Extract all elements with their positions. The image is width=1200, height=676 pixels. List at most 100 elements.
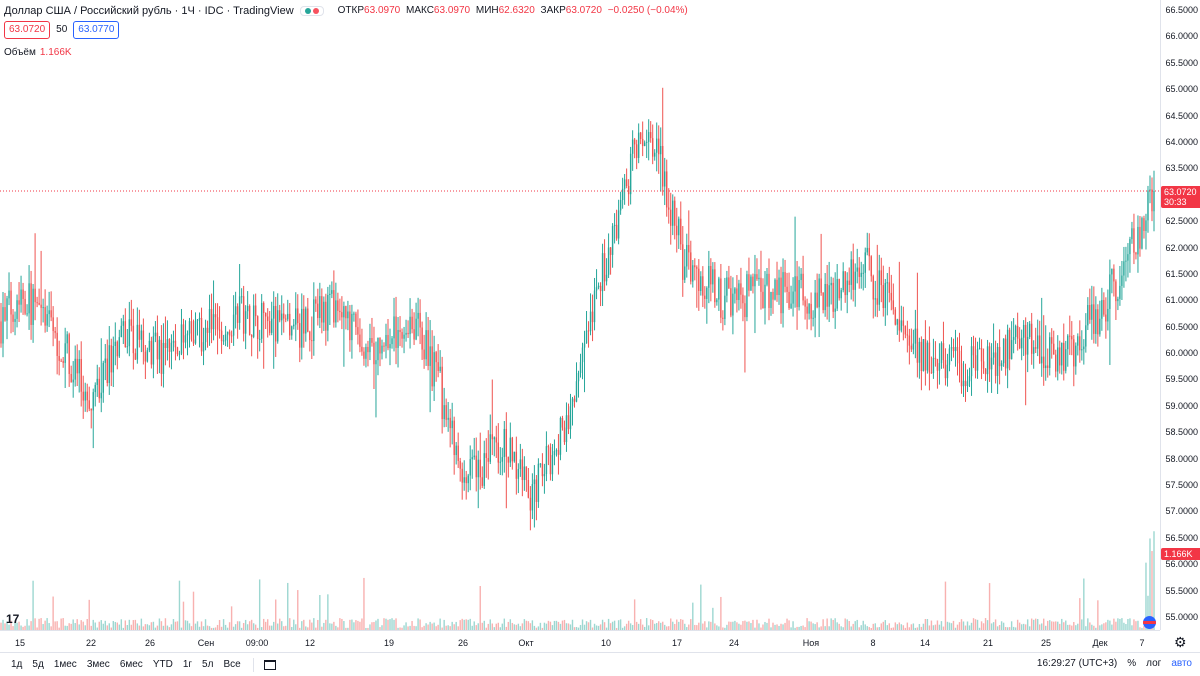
volume-bar: [1028, 626, 1031, 630]
range-5d-button[interactable]: 5д: [32, 659, 44, 670]
volume-bar: [814, 624, 816, 630]
candle-body: [527, 480, 530, 498]
candle-body: [66, 334, 68, 344]
volume-bar: [656, 623, 658, 630]
candle-body: [48, 310, 50, 315]
volume-bar: [1008, 627, 1011, 630]
candle-body: [521, 459, 524, 481]
candle-body: [932, 357, 935, 374]
symbol-title[interactable]: Доллар США / Российский рубль · 1Ч · IDC…: [4, 5, 294, 17]
range-6m-button[interactable]: 6мес: [119, 659, 143, 670]
volume-bar: [383, 618, 385, 630]
settings-gear-icon[interactable]: ⚙: [1174, 634, 1187, 650]
candle-body: [252, 305, 255, 337]
candle-body: [132, 325, 135, 354]
clock-timezone[interactable]: 16:29:27 (UTC+3): [1036, 658, 1118, 669]
volume-bar: [2, 619, 4, 630]
candle-body: [653, 152, 656, 157]
price-axis[interactable]: 66.5000 66.0000 65.5000 65.0000 64.5000 64.00…: [1160, 0, 1200, 630]
volume-bar: [672, 621, 674, 630]
volume-bar: [275, 599, 277, 630]
volume-bar: [744, 620, 746, 630]
range-5y-button[interactable]: 5л: [202, 659, 214, 670]
volume-bar: [547, 620, 550, 630]
volume-bar: [720, 596, 722, 630]
log-scale-toggle[interactable]: лог: [1146, 658, 1162, 669]
volume-bar: [1010, 621, 1013, 630]
volume-bar: [399, 627, 401, 630]
candle-body: [76, 358, 78, 374]
candle-body: [581, 347, 584, 363]
candle-body: [1149, 189, 1151, 191]
candle-body: [152, 336, 155, 365]
volume-bar: [647, 625, 650, 630]
volume-label[interactable]: Объём: [4, 47, 36, 58]
candle-body: [896, 319, 899, 325]
candle-body: [615, 224, 618, 239]
auto-scale-toggle[interactable]: авто: [1171, 658, 1192, 669]
candle-body: [627, 186, 630, 195]
volume-bar: [411, 620, 413, 630]
us-flag-icon[interactable]: [1143, 616, 1156, 629]
candle-body: [16, 300, 18, 319]
candle-body: [517, 468, 520, 479]
candle-body: [1089, 304, 1091, 320]
volume-bar: [1063, 622, 1065, 630]
volume-bar: [651, 620, 654, 630]
volume-bar: [188, 623, 191, 630]
range-1y-button[interactable]: 1г: [182, 659, 193, 670]
chart-plot-area[interactable]: [0, 0, 1160, 630]
volume-bar: [118, 624, 121, 630]
candle-body: [668, 207, 670, 210]
go-to-date-calendar-icon[interactable]: [263, 659, 276, 670]
spread-value: 50: [56, 24, 68, 35]
time-axis[interactable]: 15 22 26 Сен 09:00 12 19 26 Окт 10 17 24 Ноя 8 14 21 25 Д…: [0, 630, 1160, 653]
percent-scale-toggle[interactable]: %: [1127, 658, 1137, 669]
volume-bar: [100, 620, 102, 630]
candle-body: [1105, 314, 1107, 322]
candle-body: [573, 398, 576, 402]
volume-bar: [1145, 562, 1147, 630]
volume-bar: [844, 618, 846, 630]
candle-body: [696, 267, 698, 269]
volume-bar: [944, 581, 947, 630]
candle-body: [449, 417, 451, 429]
candle-body: [872, 276, 874, 300]
tradingview-logo-icon[interactable]: 17: [6, 612, 20, 626]
volume-bar: [589, 619, 592, 630]
volume-bar: [172, 619, 175, 630]
volume-bar: [762, 624, 764, 630]
range-ytd-button[interactable]: YTD: [152, 659, 173, 670]
range-all-button[interactable]: Все: [223, 659, 241, 670]
candle-body: [513, 451, 516, 462]
volume-bar: [836, 622, 838, 630]
range-3m-button[interactable]: 3мес: [86, 659, 110, 670]
candle-body: [726, 277, 728, 296]
volume-bar: [920, 626, 923, 630]
volume-bar: [694, 624, 696, 630]
candle-body: [315, 299, 317, 304]
market-status-indicator[interactable]: [299, 6, 324, 16]
candle-body: [299, 323, 301, 348]
candle-body: [539, 463, 542, 465]
volume-bar: [22, 626, 24, 630]
candlestick-chart[interactable]: [0, 0, 1160, 630]
volume-bar: [335, 625, 337, 630]
candle-body: [678, 218, 680, 236]
range-1d-button[interactable]: 1д: [11, 659, 23, 670]
volume-bar: [262, 618, 265, 630]
candle-body: [355, 313, 357, 328]
candle-body: [599, 285, 602, 292]
volume-bar: [315, 627, 317, 630]
candle-body: [1043, 356, 1045, 369]
range-1m-button[interactable]: 1мес: [53, 659, 77, 670]
volume-bar: [198, 626, 201, 630]
volume-bar: [726, 624, 728, 630]
volume-bar: [84, 625, 86, 630]
buy-price-button[interactable]: 63.0770: [73, 21, 120, 39]
sell-price-button[interactable]: 63.0720: [4, 21, 51, 39]
volume-bar: [876, 627, 878, 630]
candle-body: [728, 277, 730, 289]
volume-bar: [190, 626, 193, 630]
volume-bar: [958, 622, 961, 630]
